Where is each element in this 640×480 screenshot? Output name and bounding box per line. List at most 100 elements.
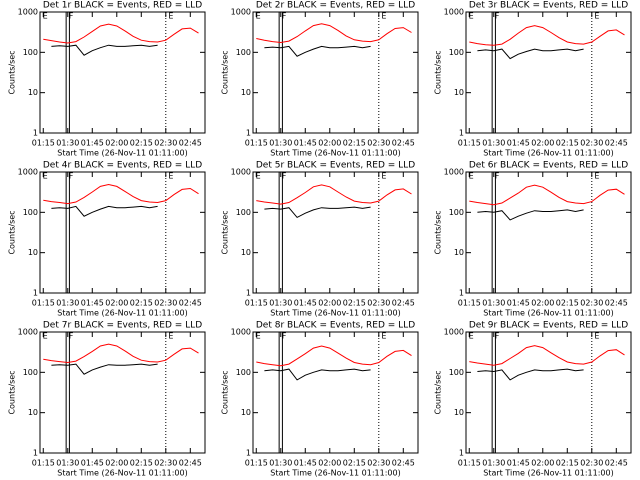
x-tick-label: 01:45	[81, 459, 104, 468]
plot-frame	[252, 171, 419, 294]
marker-label: E	[168, 172, 173, 181]
marker-label: F	[69, 172, 74, 181]
y-tick-label: 1	[33, 129, 38, 138]
x-tick-label: 01:45	[81, 299, 104, 308]
series-line	[256, 345, 412, 367]
x-axis-label: Start Time (26-Nov-11 01:11:00)	[483, 149, 613, 158]
chart-title: Det 6r BLACK = Events, RED = LLD	[469, 161, 628, 171]
y-tick-label: 10	[241, 88, 251, 97]
x-tick-label: 02:45	[605, 139, 628, 148]
x-axis-label: Start Time (26-Nov-11 01:11:00)	[270, 469, 400, 478]
x-tick-label: 02:45	[179, 299, 202, 308]
panel: Det 7r BLACK = Events, RED = LLD Counts/s…	[8, 321, 206, 478]
x-tick-label: 02:15	[343, 459, 366, 468]
y-tick-label: 1000	[444, 328, 464, 337]
marker-label: E	[469, 12, 474, 21]
x-tick-label: 01:30	[269, 299, 292, 308]
marker-label: F	[69, 332, 74, 341]
x-axis-label: Start Time (26-Nov-11 01:11:00)	[483, 309, 613, 318]
y-tick-label: 1000	[231, 328, 251, 337]
y-tick-label: 100	[23, 368, 38, 377]
x-tick-label: 01:45	[294, 139, 317, 148]
marker-label: E	[168, 332, 173, 341]
x-tick-label: 02:30	[580, 299, 603, 308]
x-axis-label: Start Time (26-Nov-11 01:11:00)	[270, 309, 400, 318]
marker-label: E	[469, 332, 474, 341]
marker-label: E	[43, 12, 48, 21]
y-tick-label: 10	[28, 88, 38, 97]
y-axis-label: Counts/sec	[434, 50, 443, 94]
x-tick-label: 02:30	[154, 459, 177, 468]
x-tick-label: 02:45	[392, 299, 415, 308]
y-tick-label: 1000	[18, 328, 38, 337]
y-tick-label: 10	[454, 248, 464, 257]
panel: Det 9r BLACK = Events, RED = LLD Counts/s…	[434, 321, 632, 478]
x-tick-label: 01:45	[294, 299, 317, 308]
y-axis-label: Counts/sec	[8, 370, 17, 414]
marker-label: E	[256, 12, 261, 21]
y-tick-label: 10	[454, 408, 464, 417]
y-tick-label: 100	[449, 48, 464, 57]
marker-label: F	[282, 172, 287, 181]
panel: Det 3r BLACK = Events, RED = LLD Counts/s…	[434, 1, 632, 158]
x-tick-label: 02:30	[367, 139, 390, 148]
x-tick-label: 02:30	[580, 139, 603, 148]
y-axis-label: Counts/sec	[221, 50, 230, 94]
x-tick-label: 01:45	[294, 459, 317, 468]
y-tick-label: 100	[449, 208, 464, 217]
y-axis-label: Counts/sec	[8, 210, 17, 254]
y-tick-label: 100	[23, 208, 38, 217]
x-tick-label: 02:45	[392, 459, 415, 468]
plot-frame	[465, 171, 632, 294]
x-tick-label: 01:30	[482, 299, 505, 308]
x-tick-label: 01:15	[32, 299, 55, 308]
plot-frame	[252, 331, 419, 454]
x-tick-label: 02:30	[154, 299, 177, 308]
marker-label: E	[168, 12, 173, 21]
y-tick-label: 10	[454, 88, 464, 97]
series-line	[256, 23, 412, 44]
series-line	[43, 183, 199, 205]
chart-title: Det 2r BLACK = Events, RED = LLD	[256, 1, 415, 11]
x-tick-label: 02:15	[556, 139, 579, 148]
series-line	[469, 25, 625, 46]
plot-frame	[465, 11, 632, 134]
plot-frame	[39, 331, 206, 454]
panel: Det 1r BLACK = Events, RED = LLD Counts/s…	[8, 1, 206, 158]
chart-title: Det 7r BLACK = Events, RED = LLD	[43, 321, 202, 331]
x-tick-label: 02:00	[531, 459, 554, 468]
x-tick-label: 02:00	[105, 139, 128, 148]
y-axis-label: Counts/sec	[434, 210, 443, 254]
x-tick-label: 01:30	[56, 299, 79, 308]
chart-title: Det 8r BLACK = Events, RED = LLD	[256, 321, 415, 331]
x-tick-label: 01:15	[32, 459, 55, 468]
marker-label: E	[256, 332, 261, 341]
panel: Det 6r BLACK = Events, RED = LLD Counts/s…	[434, 161, 632, 318]
marker-label: E	[43, 332, 48, 341]
marker-label: E	[381, 172, 386, 181]
x-tick-label: 01:30	[56, 139, 79, 148]
x-tick-label: 02:45	[179, 139, 202, 148]
y-axis-label: Counts/sec	[434, 370, 443, 414]
x-tick-label: 02:00	[318, 139, 341, 148]
chart-title: Det 9r BLACK = Events, RED = LLD	[469, 321, 628, 331]
x-axis-label: Start Time (26-Nov-11 01:11:00)	[57, 149, 187, 158]
y-axis-label: Counts/sec	[221, 370, 230, 414]
x-tick-label: 02:45	[605, 459, 628, 468]
marker-label: F	[69, 12, 74, 21]
y-tick-label: 1	[33, 289, 38, 298]
marker-label: F	[495, 172, 500, 181]
chart-title: Det 5r BLACK = Events, RED = LLD	[256, 161, 415, 171]
series-line	[43, 343, 199, 364]
chart-title: Det 1r BLACK = Events, RED = LLD	[43, 1, 202, 11]
y-axis-label: Counts/sec	[8, 50, 17, 94]
x-tick-label: 02:00	[531, 139, 554, 148]
x-tick-label: 02:15	[130, 299, 153, 308]
y-tick-label: 1	[246, 129, 251, 138]
y-tick-label: 10	[28, 408, 38, 417]
x-tick-label: 02:30	[580, 459, 603, 468]
x-tick-label: 01:45	[81, 139, 104, 148]
